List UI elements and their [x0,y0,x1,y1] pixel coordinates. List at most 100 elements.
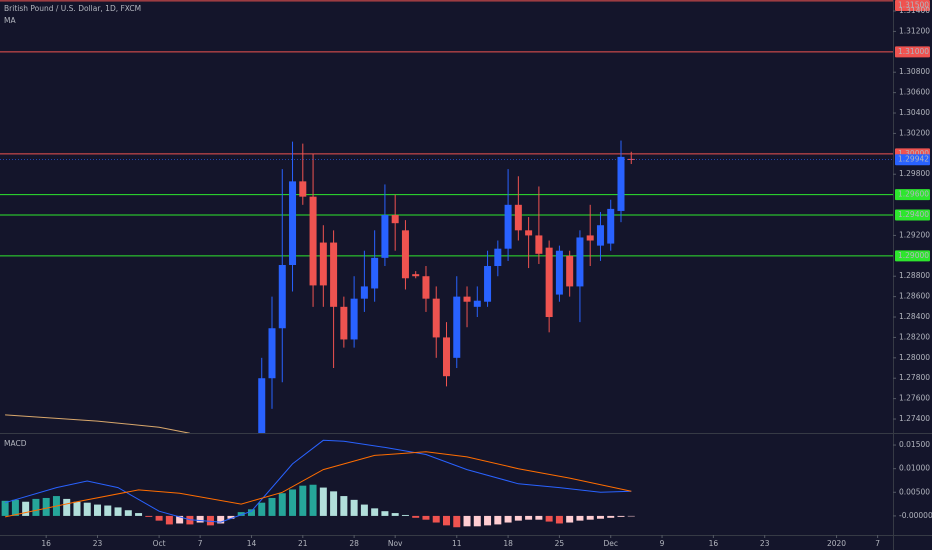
candle-body [381,215,389,258]
level-label-box [895,250,930,262]
x-tick-label: 23 [760,539,770,548]
histogram-bar [566,515,574,523]
y-tick-label: 1.28800 [899,271,930,280]
level-label: 1.31000 [898,47,929,56]
x-tick-label: 7 [875,539,880,548]
histogram-bar [63,498,71,516]
chart-title: British Pound / U.S. Dollar, 1D, FXCM [4,4,141,13]
candle-body [484,266,492,302]
y-tick-label: 1.28200 [899,332,930,341]
histogram-bar [330,491,338,516]
candle-body [350,298,358,340]
x-tick-label: 18 [503,539,513,548]
axes: 1.31500 1.31000 1.30000 1.29600 1.29400 1.290… [41,0,932,548]
histogram-bar [176,515,184,524]
last-price-box [895,154,930,166]
candle-body [627,158,635,160]
candle-body [360,286,368,299]
histogram-bar [206,515,214,526]
histogram-bar [268,497,276,516]
histogram-bar [94,504,102,516]
macd-line [4,439,632,523]
macd-title: MACD [4,439,27,448]
histogram-bar [340,496,348,516]
candle-body [596,225,604,246]
y-tick-label: 0.00500 [899,487,930,496]
y-tick-label: 1.28400 [899,312,930,321]
level-label-box [895,189,930,201]
histogram-bar [360,504,368,516]
histogram-bar [494,515,502,525]
candle-body [453,296,461,358]
x-tick-label: 2020 [827,539,846,548]
histogram-bar [576,515,584,521]
histogram-bar [196,515,204,523]
x-tick-label: 7 [198,539,203,548]
level-label-box [895,0,930,11]
histogram-bar [391,513,399,516]
candle-body [432,298,440,338]
candle-body [586,235,594,241]
histogram-bar [443,515,450,526]
y-tick-label: 1.29200 [899,230,930,239]
candle-body [299,181,307,197]
histogram-bar [401,514,409,516]
candle-body [607,208,615,244]
histogram-bar [278,493,286,516]
histogram-bar [104,505,112,516]
x-tick-label: 25 [555,539,565,548]
histogram-bar [22,501,30,516]
candle-body [412,274,420,277]
candle-body [340,306,348,340]
level-label-box [895,209,930,221]
histogram-bar [217,515,225,524]
histogram-bar [289,489,297,516]
macd-pane [1,439,635,528]
level-label: 1.29400 [898,210,929,219]
x-tick-label: 16 [709,539,719,548]
histogram-bar [32,498,40,516]
candle-body [422,276,430,299]
candle-body [535,235,543,254]
histogram-bar [309,484,317,516]
candle-body [566,255,574,287]
y-tick-label: 1.31400 [899,6,930,15]
histogram-bar [11,499,19,516]
candle-body [371,257,379,289]
candle-body [463,296,471,302]
histogram-bar [83,502,91,516]
candle-body [576,237,584,287]
histogram-bar [227,515,235,519]
candle-body [289,181,297,266]
y-tick-label: 1.27800 [899,373,930,382]
y-tick-label: 1.28000 [899,353,930,362]
x-tick-label: 28 [349,539,359,548]
candle-body [258,378,266,433]
level-label: 1.29000 [898,251,929,260]
histogram-bar [42,497,50,516]
candle-body [278,265,286,329]
histogram-bar [607,515,615,518]
y-tick-label: 1.30600 [899,88,930,97]
histogram-bar [412,515,420,518]
candle-body [309,196,317,286]
x-tick-label: 23 [93,539,103,548]
candle-body [555,250,563,295]
histogram-bar [319,487,327,516]
histogram-bar [371,508,379,516]
histogram-bar [258,502,266,516]
candle-body [391,215,399,224]
histogram-bar [586,515,594,520]
level-label: 1.29600 [898,190,929,199]
histogram-bar [73,501,81,516]
y-tick-label: 0.01000 [899,464,930,473]
histogram-bar [1,500,9,516]
histogram-bar [514,515,522,521]
candle-body [545,247,553,318]
candle-body [473,300,481,307]
x-tick-label: 14 [247,539,257,548]
level-label: 1.30000 [898,149,929,158]
y-tick-label: 0.01500 [899,440,930,449]
candle-body [319,242,327,286]
